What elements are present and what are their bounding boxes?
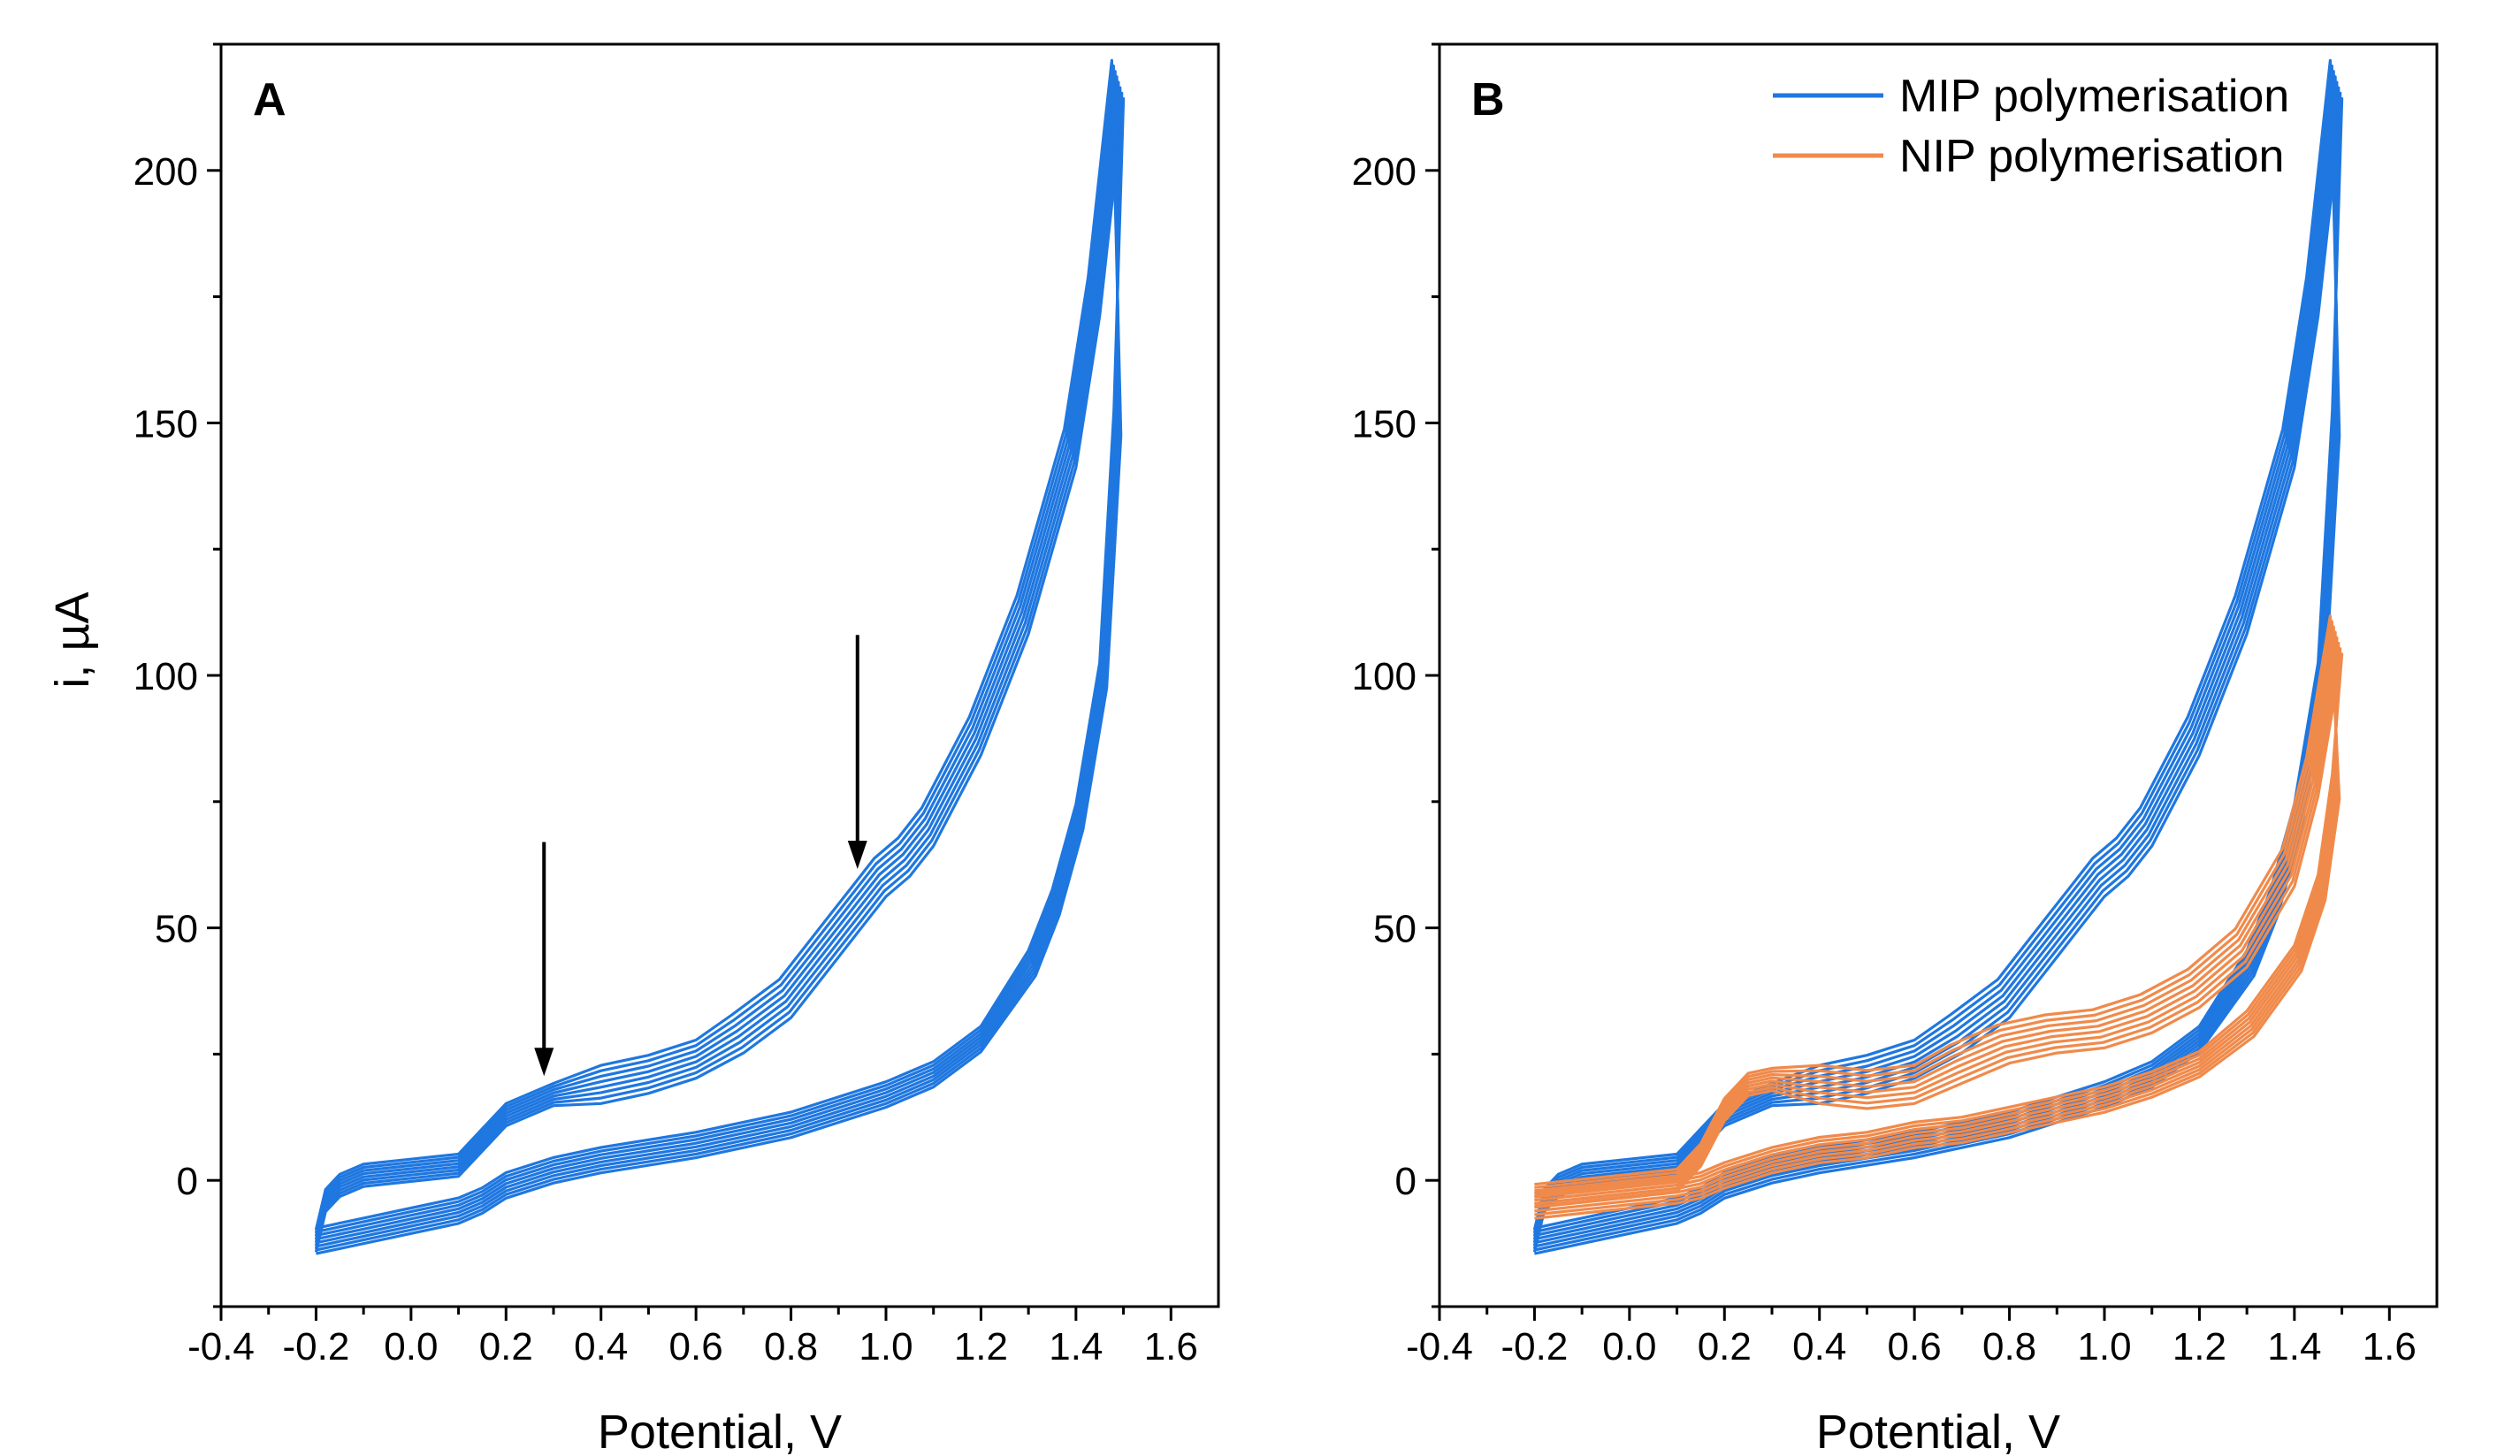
legend-entry-nip: NIP polymerisation	[1899, 131, 2284, 182]
panel-b-legend: MIP polymerisation NIP polymerisation	[1773, 71, 2289, 182]
panel-a-curves	[314, 58, 1126, 1255]
x-tick-label: 1.4	[2267, 1325, 2321, 1368]
x-tick-label: 0.4	[574, 1325, 628, 1368]
x-tick-label: 0.4	[1792, 1325, 1846, 1368]
series-cv-cycle-4	[314, 80, 1120, 1243]
x-tick-label: 0.2	[479, 1325, 533, 1368]
series-cv-cycle-7	[314, 65, 1122, 1252]
arrow-head	[847, 841, 867, 870]
panel-a-x-axis-label: Potential, V	[598, 1406, 842, 1456]
series-cv-cycle-3	[314, 86, 1122, 1246]
x-tick-label: 0.8	[764, 1325, 818, 1368]
series-nip-cycle-6	[1534, 625, 2340, 1213]
series-nip-cycle-8	[1534, 614, 2341, 1220]
y-tick-label: 50	[1373, 908, 1417, 951]
arrow-annotation	[534, 842, 554, 1077]
series-nip-cycle-4	[1534, 636, 2339, 1206]
y-tick-label: 150	[134, 402, 198, 446]
x-tick-label: -0.2	[1501, 1325, 1569, 1368]
panel-b-label: B	[1471, 74, 1505, 126]
x-tick-label: 1.0	[859, 1325, 913, 1368]
series-nip-cycle-1	[1534, 652, 2344, 1208]
panel-a: -0.4 -0.2 0.0 0.2 0.4 0.6 0.8 1.0 1.2 1.4 1.6 0 50 10…	[46, 42, 1220, 1456]
y-tick-label: 200	[134, 150, 198, 194]
panel-b: -0.4 -0.2 0.0 0.2 0.4 0.6 0.8 1.0 1.2 1.4 1.6 0 50 10…	[1352, 42, 2439, 1456]
y-tick-label: 0	[177, 1160, 198, 1203]
x-tick-label: 1.6	[1144, 1325, 1198, 1368]
series-nip-cycle-2	[1534, 647, 2342, 1205]
x-tick-label: -0.4	[187, 1325, 255, 1368]
panel-b-x-axis-label: Potential, V	[1816, 1406, 2060, 1456]
x-tick-label: 1.0	[2077, 1325, 2131, 1368]
series-cv-cycle-2	[314, 91, 1124, 1250]
y-tick-label: 50	[155, 908, 198, 951]
x-tick-label: 1.2	[954, 1325, 1008, 1368]
arrow-annotation	[847, 635, 867, 870]
arrow-head	[534, 1048, 554, 1077]
x-tick-label: 1.6	[2363, 1325, 2417, 1368]
x-tick-label: 1.4	[1049, 1325, 1103, 1368]
x-tick-label: -0.4	[1406, 1325, 1473, 1368]
y-tick-label: 200	[1352, 150, 1417, 194]
panel-b-curves	[1532, 58, 2344, 1255]
series-cv-cycle-1	[314, 97, 1126, 1253]
x-tick-label: 0.0	[1602, 1325, 1656, 1368]
panel-a-axes: -0.4 -0.2 0.0 0.2 0.4 0.6 0.8 1.0 1.2 1.4 1.6 0 50 10…	[134, 42, 1220, 1368]
x-tick-label: 0.6	[669, 1325, 723, 1368]
series-cv-cycle-6	[314, 70, 1121, 1248]
x-tick-label: 0.2	[1698, 1325, 1752, 1368]
panel-a-annotations	[534, 635, 867, 1077]
x-tick-label: -0.2	[283, 1325, 350, 1368]
panel-a-label: A	[253, 74, 286, 126]
series-cv-cycle-5	[314, 75, 1119, 1245]
x-tick-label: 0.8	[1982, 1325, 2036, 1368]
panel-a-y-axis-label: i, µA	[46, 591, 99, 688]
y-tick-label: 150	[1352, 402, 1417, 446]
legend-entry-mip: MIP polymerisation	[1899, 71, 2289, 122]
y-tick-label: 100	[134, 655, 198, 698]
series-nip-cycle-5	[1534, 630, 2338, 1209]
panel-b-axes: -0.4 -0.2 0.0 0.2 0.4 0.6 0.8 1.0 1.2 1.4 1.6 0 50 10…	[1352, 42, 2439, 1368]
x-tick-label: 1.2	[2173, 1325, 2226, 1368]
y-tick-label: 0	[1395, 1160, 1417, 1203]
series-cv-cycle-8	[314, 58, 1123, 1255]
x-tick-label: 0.6	[1888, 1325, 1942, 1368]
x-tick-label: 0.0	[384, 1325, 438, 1368]
series-nip-cycle-3	[1534, 642, 2341, 1202]
y-tick-label: 100	[1352, 655, 1417, 698]
